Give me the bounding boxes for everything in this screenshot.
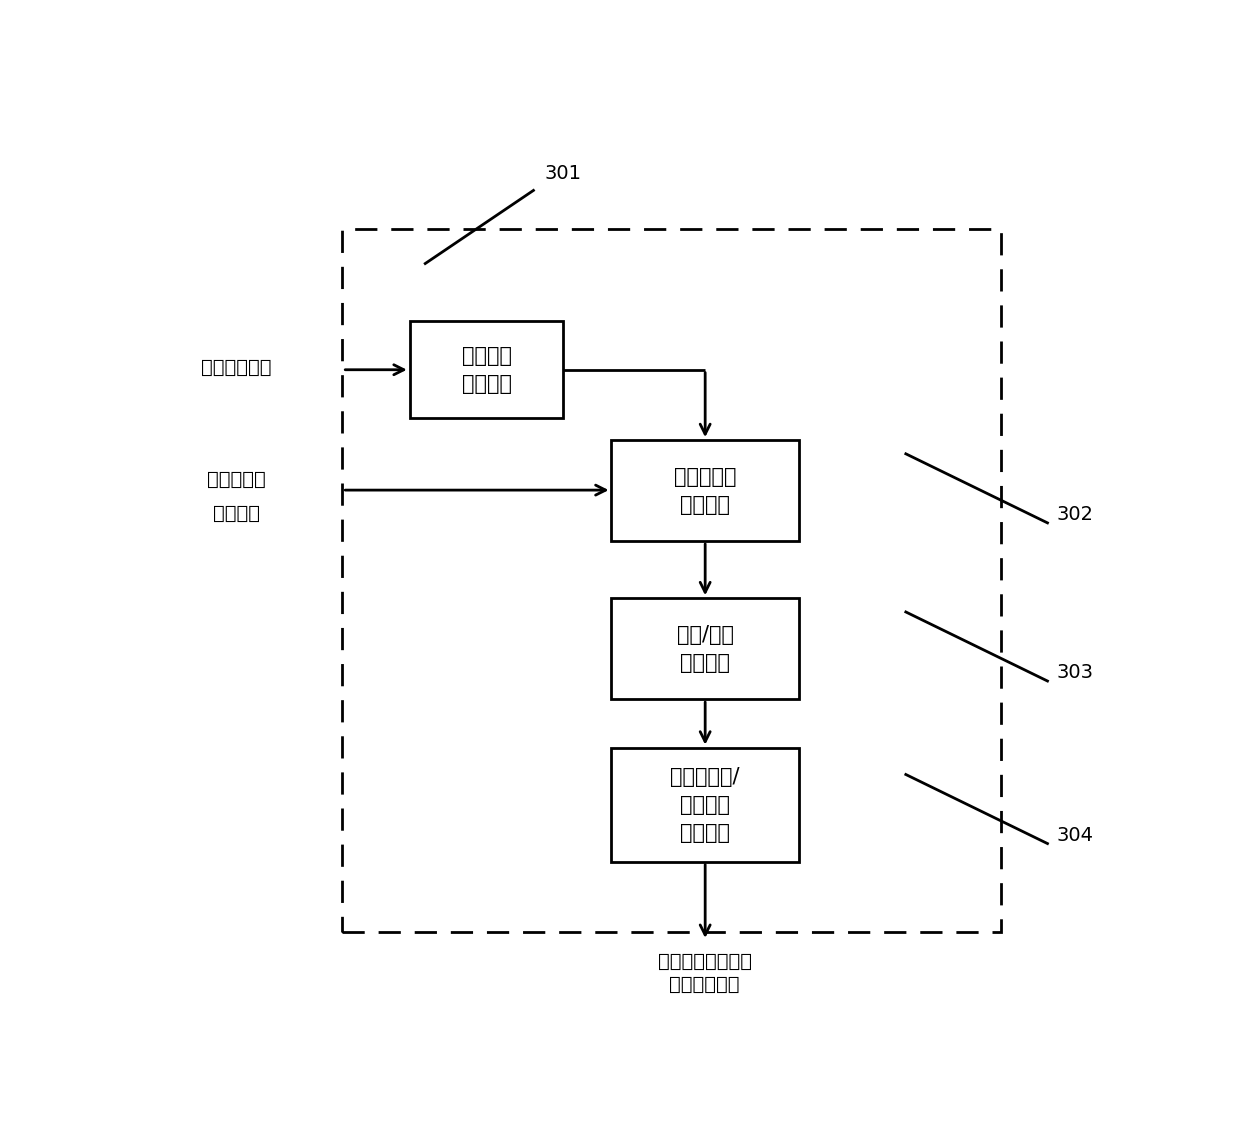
Text: 驾驶倾向系数: 驾驶倾向系数 (201, 357, 272, 377)
Text: 301: 301 (544, 163, 582, 183)
Text: 加速/减速
切换模块: 加速/减速 切换模块 (677, 624, 734, 673)
Bar (409, 322, 563, 418)
Text: 303: 303 (1056, 663, 1094, 682)
Text: 302: 302 (1056, 505, 1094, 524)
Text: 期望车距
修正模块: 期望车距 修正模块 (461, 346, 512, 394)
Bar (611, 440, 799, 541)
Text: 期望加速度
计算模块: 期望加速度 计算模块 (673, 467, 737, 515)
Text: 相对车距: 相对车距 (213, 503, 260, 523)
Text: 期望制动压力: 期望制动压力 (670, 976, 740, 994)
Bar (611, 747, 799, 861)
Bar (342, 229, 1001, 932)
Text: 304: 304 (1056, 826, 1094, 844)
Text: 期望节气门开度或: 期望节气门开度或 (657, 952, 751, 971)
Text: 节气门开度/
制动压力
计算模块: 节气门开度/ 制动压力 计算模块 (671, 767, 740, 843)
Text: 相对车速及: 相对车速及 (207, 470, 267, 489)
Bar (611, 598, 799, 699)
